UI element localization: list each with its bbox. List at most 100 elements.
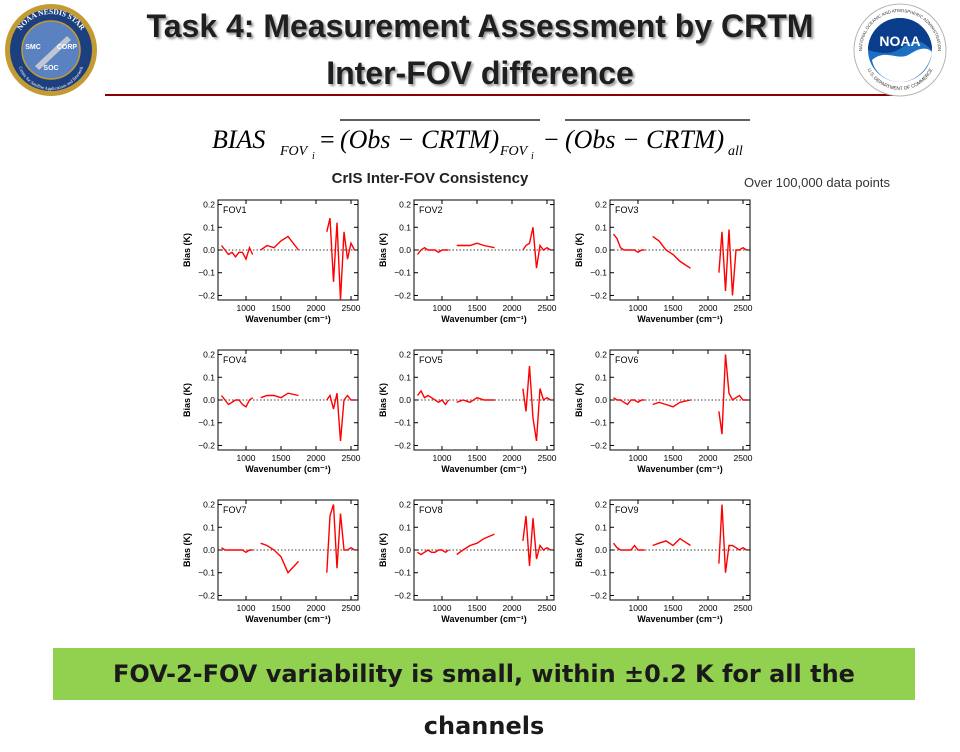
x-axis-label: Wavenumber (cm⁻¹) xyxy=(441,314,526,324)
y-tick-label: 0.2 xyxy=(203,200,215,210)
x-tick-label: 1500 xyxy=(664,303,683,313)
panel-label: FOV4 xyxy=(223,355,247,365)
y-tick-label: 0.0 xyxy=(203,545,215,555)
x-axis-label: Wavenumber (cm⁻¹) xyxy=(441,614,526,624)
y-tick-label: −0.2 xyxy=(590,440,607,450)
y-tick-label: 0.2 xyxy=(595,350,607,360)
series-line xyxy=(221,547,253,554)
x-tick-label: 1500 xyxy=(664,453,683,463)
formula-lhs-subsub: i xyxy=(312,151,315,162)
panel-label: FOV7 xyxy=(223,505,247,515)
x-tick-label: 2500 xyxy=(734,303,753,313)
x-tick-label: 2500 xyxy=(734,453,753,463)
x-tick-label: 1500 xyxy=(468,453,487,463)
y-tick-label: 0.0 xyxy=(595,545,607,555)
fov-panel: −0.2 −0.1 0.0 0.1 0.2 1000 1500 2000 2500 Wavenum… xyxy=(182,199,361,324)
fov-panel: −0.2 −0.1 0.0 0.1 0.2 1000 1500 2000 2500 Wavenum… xyxy=(574,499,753,624)
y-axis-label: Bias (K) xyxy=(574,533,584,567)
x-tick-label: 1000 xyxy=(237,453,256,463)
x-tick-label: 2000 xyxy=(699,453,718,463)
formula-term1-sub: FOV xyxy=(499,144,529,159)
x-tick-label: 1500 xyxy=(272,603,291,613)
y-tick-label: 0.2 xyxy=(399,500,411,510)
x-tick-label: 1000 xyxy=(237,303,256,313)
y-tick-label: 0.0 xyxy=(203,245,215,255)
formula-lhs: BIAS xyxy=(212,125,265,154)
x-tick-label: 2000 xyxy=(307,603,326,613)
y-tick-label: −0.2 xyxy=(590,290,607,300)
noaa-wordmark: NOAA xyxy=(879,33,920,49)
x-tick-label: 2500 xyxy=(538,603,557,613)
formula-minus: − xyxy=(544,125,559,154)
formula-lhs-sub: FOV xyxy=(279,144,309,159)
series-line xyxy=(417,549,450,556)
y-tick-label: 0.1 xyxy=(595,222,607,232)
series-line xyxy=(326,504,355,573)
series-line xyxy=(416,246,449,255)
series-line xyxy=(652,399,691,408)
fov-panel-grid: −0.2 −0.1 0.0 0.1 0.2 1000 1500 2000 2500 Wavenum… xyxy=(182,199,753,624)
slide-title-line1: Task 4: Measurement Assessment by CRTM xyxy=(146,8,814,44)
x-tick-label: 2500 xyxy=(538,303,557,313)
panel-label: FOV5 xyxy=(419,355,443,365)
y-tick-label: 0.1 xyxy=(203,372,215,382)
y-tick-label: −0.1 xyxy=(590,568,607,578)
y-tick-label: −0.2 xyxy=(590,590,607,600)
fov-panel: −0.2 −0.1 0.0 0.1 0.2 1000 1500 2000 2500 Wavenum… xyxy=(182,349,361,474)
fov-panel: −0.2 −0.1 0.0 0.1 0.2 1000 1500 2000 2500 Wavenum… xyxy=(378,349,557,474)
formula-equals: = xyxy=(320,125,335,154)
data-points-note: Over 100,000 data points xyxy=(744,175,890,190)
series-line xyxy=(260,235,300,251)
y-tick-label: −0.1 xyxy=(590,268,607,278)
series-line xyxy=(326,393,355,441)
y-tick-label: 0.0 xyxy=(595,395,607,405)
y-tick-label: 0.0 xyxy=(399,395,411,405)
y-tick-label: 0.0 xyxy=(399,545,411,555)
series-line xyxy=(456,396,495,404)
seal-label-corp: CORP xyxy=(57,44,78,51)
y-tick-label: 0.0 xyxy=(399,245,411,255)
panel-label: FOV8 xyxy=(419,505,443,515)
series-line xyxy=(416,389,450,406)
fov-panel: −0.2 −0.1 0.0 0.1 0.2 1000 1500 2000 2500 Wavenum… xyxy=(378,499,557,624)
x-tick-label: 1000 xyxy=(433,303,452,313)
x-tick-label: 2000 xyxy=(699,603,718,613)
series-line xyxy=(652,235,691,269)
x-tick-label: 2000 xyxy=(503,603,522,613)
series-line xyxy=(260,392,299,399)
series-line xyxy=(718,229,747,296)
fov-panel: −0.2 −0.1 0.0 0.1 0.2 1000 1500 2000 2500 Wavenum… xyxy=(574,199,753,324)
y-axis-label: Bias (K) xyxy=(182,383,192,417)
x-tick-label: 2500 xyxy=(342,603,361,613)
x-tick-label: 1000 xyxy=(629,453,648,463)
x-tick-label: 1000 xyxy=(629,603,648,613)
series-line xyxy=(522,515,551,566)
x-axis-label: Wavenumber (cm⁻¹) xyxy=(441,464,526,474)
x-tick-label: 1000 xyxy=(237,603,256,613)
y-tick-label: 0.1 xyxy=(203,522,215,532)
series-line xyxy=(612,542,645,551)
series-line xyxy=(522,227,551,269)
y-axis-label: Bias (K) xyxy=(378,233,388,267)
y-tick-label: 0.2 xyxy=(595,200,607,210)
noaa-nesdis-star-seal-icon: NOAA NESDIS STAR Center for Satellite Ap… xyxy=(5,4,97,96)
x-tick-label: 1500 xyxy=(272,303,291,313)
y-tick-label: 0.1 xyxy=(203,222,215,232)
panel-label: FOV2 xyxy=(419,205,443,215)
y-tick-label: −0.2 xyxy=(394,290,411,300)
y-axis-label: Bias (K) xyxy=(378,383,388,417)
y-axis-label: Bias (K) xyxy=(574,233,584,267)
x-tick-label: 2500 xyxy=(342,453,361,463)
y-tick-label: 0.1 xyxy=(595,522,607,532)
series-line xyxy=(522,365,551,442)
y-tick-label: −0.1 xyxy=(394,268,411,278)
y-axis-label: Bias (K) xyxy=(378,533,388,567)
x-tick-label: 2000 xyxy=(503,453,522,463)
x-tick-label: 2500 xyxy=(538,453,557,463)
fov-panel: −0.2 −0.1 0.0 0.1 0.2 1000 1500 2000 2500 Wavenum… xyxy=(182,499,361,624)
fov-panel: −0.2 −0.1 0.0 0.1 0.2 1000 1500 2000 2500 Wavenum… xyxy=(574,349,753,474)
y-tick-label: −0.1 xyxy=(198,418,215,428)
panel-label: FOV1 xyxy=(223,205,247,215)
series-line xyxy=(456,533,495,556)
slide-title-line2: Inter-FOV difference xyxy=(326,55,634,91)
